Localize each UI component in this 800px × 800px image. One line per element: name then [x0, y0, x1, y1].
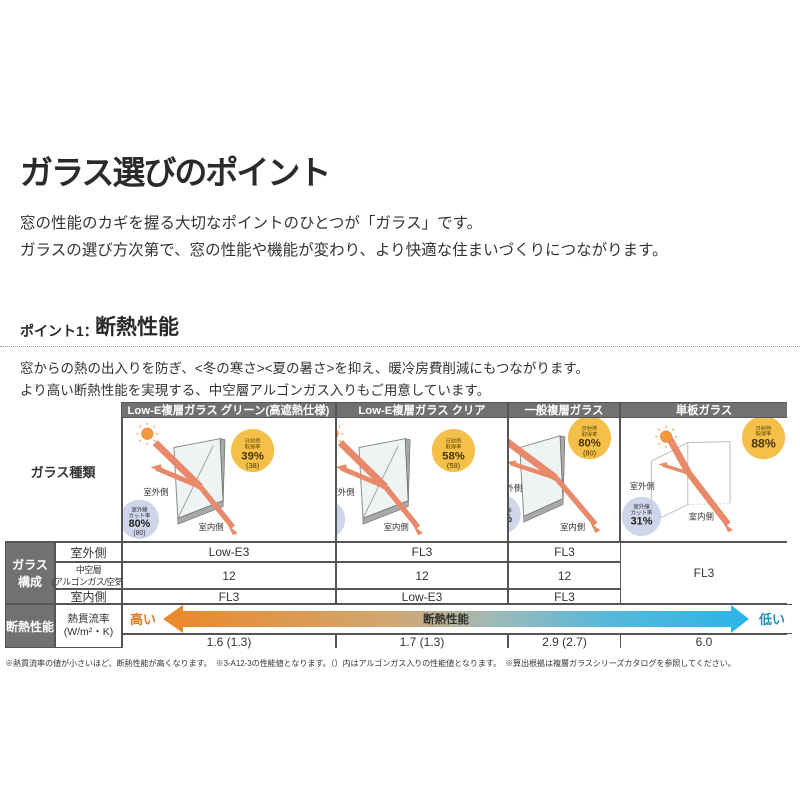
svg-text:高い: 高い	[129, 612, 155, 627]
svg-text:室外線: 室外線	[131, 505, 148, 513]
svg-text:40%: 40%	[509, 513, 512, 525]
svg-text:日射熱: 日射熱	[582, 423, 598, 431]
svg-text:断熱性能: 断熱性能	[423, 612, 469, 626]
svg-text:室内側: 室内側	[384, 522, 409, 532]
svg-text:室内側: 室内側	[198, 522, 223, 532]
svg-text:取得率: 取得率	[582, 429, 598, 437]
svg-text:取得率: 取得率	[446, 442, 462, 450]
svg-text:日射熱: 日射熱	[245, 436, 261, 444]
svg-text:(80): (80)	[133, 530, 145, 537]
svg-text:日射熱: 日射熱	[756, 423, 772, 431]
svg-text:室内側: 室内側	[689, 511, 714, 521]
svg-text:室外側: 室外側	[509, 482, 522, 492]
svg-text:88%: 88%	[751, 436, 776, 450]
svg-text:室外側: 室外側	[143, 486, 168, 496]
svg-text:室外線: 室外線	[633, 502, 650, 510]
svg-text:(80): (80)	[583, 448, 596, 457]
svg-text:室外側: 室外側	[337, 486, 355, 496]
svg-text:室外側: 室外側	[630, 480, 655, 490]
svg-text:室内側: 室内側	[560, 522, 585, 532]
svg-text:低い: 低い	[758, 612, 785, 627]
svg-text:取得率: 取得率	[245, 442, 261, 450]
svg-text:(58): (58)	[447, 461, 460, 470]
svg-text:80%: 80%	[129, 518, 151, 530]
svg-text:日射熱: 日射熱	[446, 436, 462, 444]
svg-text:(38): (38)	[246, 461, 259, 470]
svg-text:31%: 31%	[631, 515, 653, 527]
